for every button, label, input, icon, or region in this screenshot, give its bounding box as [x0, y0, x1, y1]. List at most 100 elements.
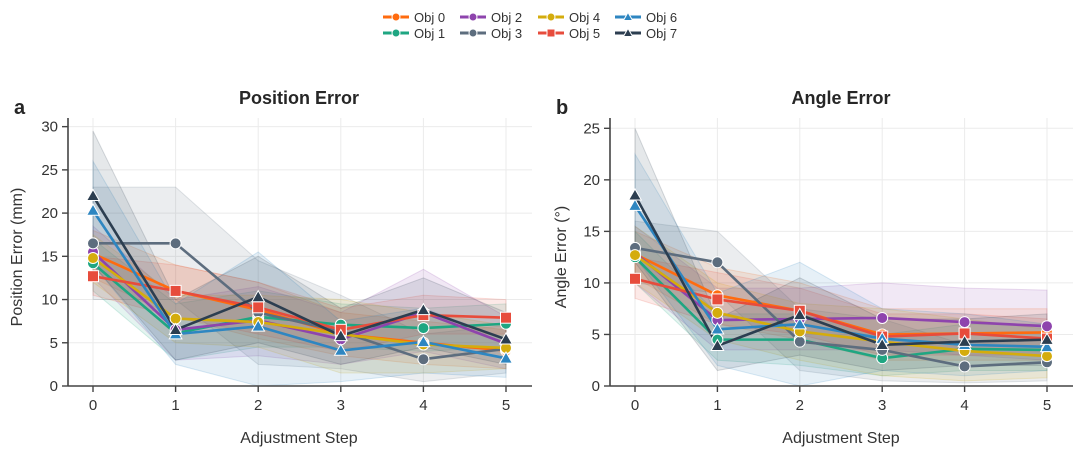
data-point-obj-3 [87, 237, 99, 250]
panel-position-error: a Position Error 0 1 2 3 4 5 0 5 10 15 20 25 30 Adju… [9, 88, 532, 447]
legend-label: Obj 0 [414, 10, 445, 25]
y-tick-label: 15 [583, 223, 600, 240]
legend-item: Obj 3 [460, 26, 522, 41]
y-axis-label: Angle Error (°) [553, 206, 570, 308]
x-axis-label: Adjustment Step [782, 430, 900, 447]
series-line-obj-3 [93, 242, 507, 361]
data-point-obj-6 [792, 316, 807, 330]
x-tick-label: 1 [171, 397, 179, 414]
legend-item: Obj 7 [615, 26, 677, 41]
legend-marker [391, 12, 401, 22]
legend-marker [622, 27, 634, 37]
data-point-obj-2 [876, 311, 889, 324]
series-line-obj-4 [634, 254, 1048, 358]
data-point-obj-4 [629, 249, 641, 262]
y-tick-label: 0 [592, 378, 600, 395]
legend-marker [546, 28, 556, 38]
legend-marker [391, 28, 401, 38]
legend-item: Obj 4 [538, 10, 600, 25]
panel-letter-b: b [556, 97, 568, 119]
legend-label: Obj 2 [491, 10, 522, 25]
x-tick-label: 2 [796, 397, 804, 414]
data-point-obj-6 [251, 319, 266, 332]
data-point-obj-7 [251, 289, 266, 303]
data-point-obj-5 [169, 284, 182, 297]
data-point-obj-5 [629, 272, 641, 285]
legend-label: Obj 7 [646, 26, 677, 41]
x-tick-label: 1 [713, 397, 721, 414]
data-point-obj-3 [793, 335, 806, 348]
x-tick-label: 4 [419, 397, 427, 414]
data-point-obj-3 [417, 353, 430, 366]
data-point-obj-6 [85, 203, 101, 216]
chart-title-angle-error: Angle Error [791, 88, 890, 108]
legend-label: Obj 6 [646, 10, 677, 25]
data-point-obj-4 [1041, 350, 1053, 363]
data-point-obj-7 [416, 302, 431, 316]
y-tick-label: 25 [583, 120, 600, 137]
legend-label: Obj 4 [569, 10, 600, 25]
legend-item: Obj 5 [538, 26, 600, 41]
data-point-obj-6 [1039, 339, 1055, 353]
legend-item: Obj 1 [383, 26, 445, 41]
data-point-obj-7 [85, 188, 101, 202]
y-tick-label: 10 [583, 275, 600, 292]
y-tick-label: 25 [41, 162, 58, 179]
data-point-obj-5 [87, 270, 99, 283]
data-point-obj-3 [711, 256, 724, 269]
data-point-obj-7 [710, 338, 725, 352]
data-point-obj-6 [498, 351, 514, 364]
legend-item: Obj 0 [383, 10, 445, 25]
legend-marker [468, 12, 478, 22]
series-line-obj-6 [91, 209, 507, 360]
data-point-obj-7 [333, 328, 348, 342]
x-tick-label: 3 [337, 397, 345, 414]
data-point-obj-7 [168, 322, 183, 336]
series-line-obj-7 [633, 194, 1048, 348]
data-point-obj-6 [416, 334, 431, 348]
series-line-obj-5 [634, 277, 1048, 340]
y-tick-label: 5 [592, 326, 600, 343]
y-tick-label: 5 [50, 335, 58, 352]
x-tick-label: 4 [960, 397, 968, 414]
y-tick-label: 15 [41, 248, 58, 265]
data-point-obj-6 [710, 321, 725, 335]
data-point-obj-4 [711, 306, 724, 319]
legend-item: Obj 2 [460, 10, 522, 25]
y-tick-label: 20 [41, 205, 58, 222]
data-point-obj-5 [711, 293, 724, 306]
data-point-obj-7 [957, 334, 972, 347]
data-point-obj-7 [627, 187, 643, 201]
data-point-obj-7 [792, 307, 807, 321]
x-tick-label: 5 [502, 397, 510, 414]
panel-letter-a: a [14, 97, 26, 119]
series-line-obj-1 [634, 256, 1048, 360]
legend-marker [468, 28, 478, 38]
series-line-obj-2 [92, 251, 507, 345]
confidence-band-obj-7 [92, 130, 507, 366]
confidence-band-obj-3 [92, 186, 507, 383]
data-point-obj-7 [875, 337, 890, 351]
data-point-obj-5 [500, 311, 512, 324]
legend-label: Obj 3 [491, 26, 522, 41]
data-point-obj-7 [1039, 332, 1055, 345]
y-tick-label: 20 [583, 172, 600, 189]
panel-angle-error: b Angle Error 0 1 2 3 4 5 0 5 10 15 20 25 Adjustmen… [553, 88, 1073, 447]
series-line-obj-6 [633, 204, 1048, 349]
legend-item: Obj 6 [615, 10, 677, 25]
data-point-obj-3 [169, 237, 182, 250]
y-tick-label: 10 [41, 292, 58, 309]
chart-title-position-error: Position Error [239, 88, 359, 108]
x-tick-label: 0 [631, 397, 639, 414]
series-line-obj-3 [634, 246, 1048, 368]
data-point-obj-3 [958, 360, 971, 373]
data-point-obj-4 [169, 312, 182, 325]
y-tick-label: 30 [41, 119, 58, 136]
data-point-obj-7 [498, 331, 514, 345]
y-axis-label: Position Error (mm) [9, 188, 26, 327]
y-tick-label: 0 [50, 378, 58, 395]
data-point-obj-6 [333, 343, 348, 356]
x-tick-label: 0 [89, 397, 97, 414]
